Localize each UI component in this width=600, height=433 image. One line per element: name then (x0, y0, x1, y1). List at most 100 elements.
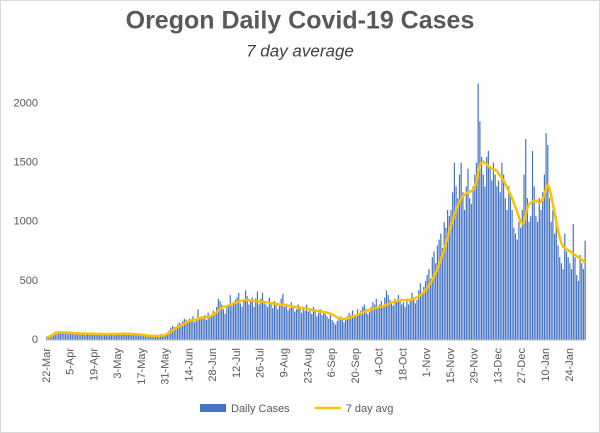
bar (248, 304, 250, 340)
bar (421, 292, 423, 340)
bar (285, 304, 287, 340)
bar (418, 290, 420, 340)
bar (268, 297, 270, 340)
bar (397, 295, 399, 340)
bar (503, 174, 505, 340)
bar (287, 310, 289, 340)
bar (555, 215, 557, 340)
bar (338, 318, 340, 340)
bar (275, 304, 277, 340)
bar (93, 334, 95, 340)
bar (58, 331, 60, 340)
x-tick-label: 31-May (160, 348, 172, 385)
bar (341, 317, 343, 340)
bar (523, 174, 525, 340)
bar (227, 304, 230, 340)
bar (243, 301, 245, 340)
bar (300, 312, 303, 340)
bar (66, 332, 68, 340)
bar (261, 292, 264, 340)
bar (377, 306, 379, 340)
bar (545, 133, 547, 340)
bar (370, 306, 372, 340)
bar (120, 334, 123, 340)
bar (351, 310, 354, 340)
bar (506, 210, 508, 340)
bar (95, 334, 97, 340)
bar (452, 192, 454, 340)
bar (572, 224, 574, 340)
bar (64, 331, 67, 340)
bar (241, 306, 243, 340)
bar (414, 303, 416, 340)
bar (124, 332, 126, 340)
bar (365, 309, 367, 340)
bar (144, 336, 146, 340)
bar (441, 247, 444, 340)
bar (382, 306, 384, 340)
bar (226, 306, 228, 340)
bar (499, 192, 501, 340)
x-tick-label: 29-Nov (469, 348, 481, 384)
bar (151, 337, 153, 340)
bar (438, 239, 440, 340)
legend-label: Daily Cases (231, 403, 290, 415)
bar (314, 310, 316, 340)
bar (329, 312, 332, 340)
bar (63, 333, 65, 340)
bar (492, 162, 495, 340)
bar (217, 298, 219, 340)
bar (547, 145, 549, 340)
bar (518, 221, 520, 340)
bar (175, 329, 177, 340)
x-tick-label: 4-Oct (374, 348, 386, 375)
bar (255, 298, 257, 340)
bar (163, 335, 165, 340)
bar (129, 333, 131, 340)
bar (497, 180, 500, 340)
bar (131, 334, 133, 340)
bar (576, 275, 578, 340)
x-tick-label: 20-Sep (350, 348, 362, 383)
bar (431, 257, 433, 340)
bar (197, 309, 199, 340)
bar (199, 317, 201, 340)
bar (343, 322, 345, 340)
bar (53, 332, 55, 340)
bar (277, 309, 279, 340)
bar (321, 315, 323, 340)
x-tick-label: 5-Apr (65, 348, 77, 375)
bar (484, 186, 486, 340)
x-tick-label: 28-Jun (207, 348, 219, 382)
bar (231, 305, 233, 340)
bar (282, 293, 284, 340)
bar (54, 331, 56, 340)
bar (161, 335, 163, 340)
bar (509, 192, 512, 340)
bar (190, 321, 192, 340)
x-tick-label: 10-Jan (540, 348, 552, 382)
bar (396, 302, 398, 340)
x-tick-label: 23-Aug (302, 348, 314, 383)
bar (319, 309, 321, 340)
bar (294, 311, 296, 340)
bar (214, 312, 216, 340)
bar (273, 301, 275, 340)
bar (168, 330, 170, 340)
bar (212, 310, 214, 340)
x-tick-label: 13-Dec (492, 348, 504, 384)
bar (569, 263, 571, 340)
bar (407, 304, 410, 340)
bar (530, 215, 532, 340)
bar (119, 332, 121, 340)
chart-title: Oregon Daily Covid-19 Cases (126, 7, 475, 35)
bar (100, 334, 102, 340)
x-tick-label: 19-Apr (88, 348, 100, 381)
bar (436, 245, 439, 340)
bar (357, 309, 359, 340)
bar (224, 314, 226, 340)
x-tick-label: 27-Dec (516, 348, 528, 384)
bar (345, 319, 347, 340)
bar (363, 304, 365, 340)
bar (324, 314, 326, 340)
